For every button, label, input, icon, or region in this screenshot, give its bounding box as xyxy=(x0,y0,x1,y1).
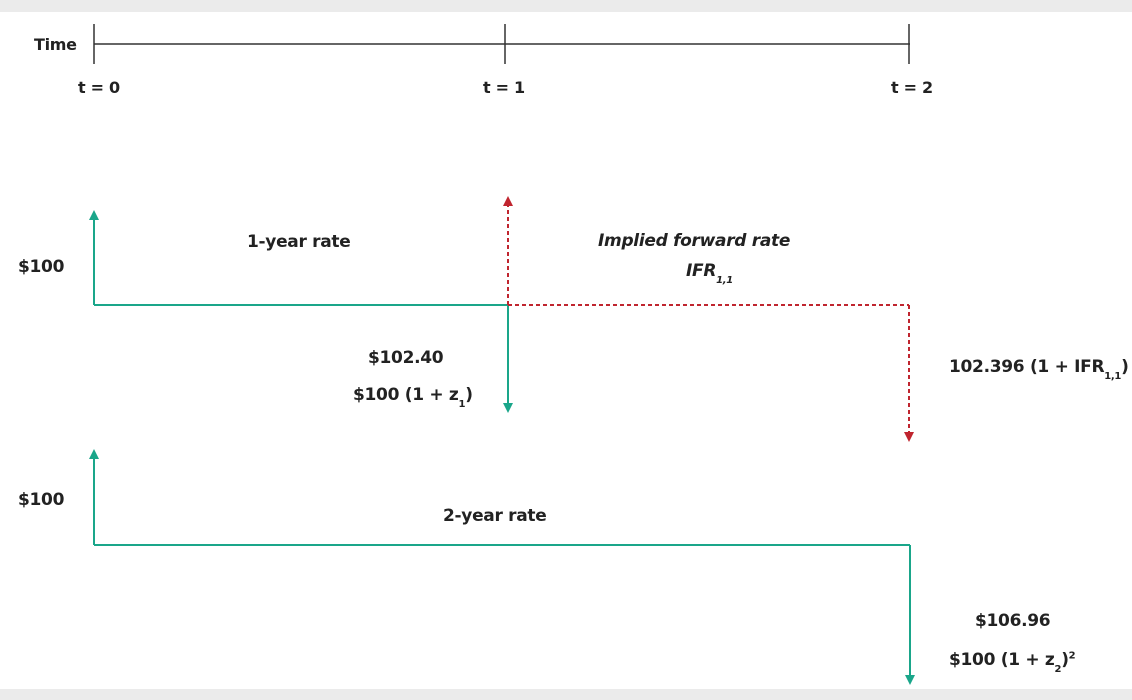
one-year-path xyxy=(89,210,513,413)
two-year-value-label: $106.96 xyxy=(975,611,1051,631)
timeline xyxy=(93,24,910,64)
one-year-rate-label: 1-year rate xyxy=(247,232,351,252)
time-label: Time xyxy=(34,35,77,54)
forward-path xyxy=(503,196,914,442)
two-year-investment-label: $100 xyxy=(18,490,65,510)
forward-formula-main: 102.396 (1 + IFR xyxy=(949,357,1105,377)
two-year-formula-end: ) xyxy=(1061,650,1069,670)
forward-rate-label: Implied forward rate xyxy=(598,231,791,251)
one-year-formula: $100 (1 + z1) xyxy=(353,385,473,410)
forward-formula-sub: 1,1 xyxy=(1104,371,1122,383)
tick-label-t0: t = 0 xyxy=(78,78,120,97)
forward-symbol-main: IFR xyxy=(686,261,717,281)
two-year-rate-label: 2-year rate xyxy=(443,506,547,526)
forward-symbol-sub: 1,1 xyxy=(716,275,733,287)
forward-formula-end: ) xyxy=(1121,357,1129,377)
one-year-formula-end: ) xyxy=(465,385,473,405)
two-year-formula-main: $100 (1 + z xyxy=(949,650,1055,670)
one-year-investment-label: $100 xyxy=(18,257,65,277)
one-year-formula-main: $100 (1 + z xyxy=(353,385,459,405)
two-year-path xyxy=(89,449,915,685)
diagram-canvas xyxy=(89,24,915,685)
two-year-formula: $100 (1 + z2)2 xyxy=(949,650,1076,675)
forward-formula: 102.396 (1 + IFR1,1) xyxy=(949,357,1129,382)
forward-symbol: IFR1,1 xyxy=(686,261,733,286)
two-year-formula-sup: 2 xyxy=(1068,650,1076,662)
diagram-frame: Time t = 0 t = 1 t = 2 $100 1-year rate … xyxy=(0,12,1132,689)
tick-label-t2: t = 2 xyxy=(891,78,933,97)
two-year-formula-sub: 2 xyxy=(1054,664,1062,676)
one-year-value-label: $102.40 xyxy=(368,348,444,368)
tick-label-t1: t = 1 xyxy=(483,78,525,97)
one-year-formula-sub: 1 xyxy=(458,399,466,411)
